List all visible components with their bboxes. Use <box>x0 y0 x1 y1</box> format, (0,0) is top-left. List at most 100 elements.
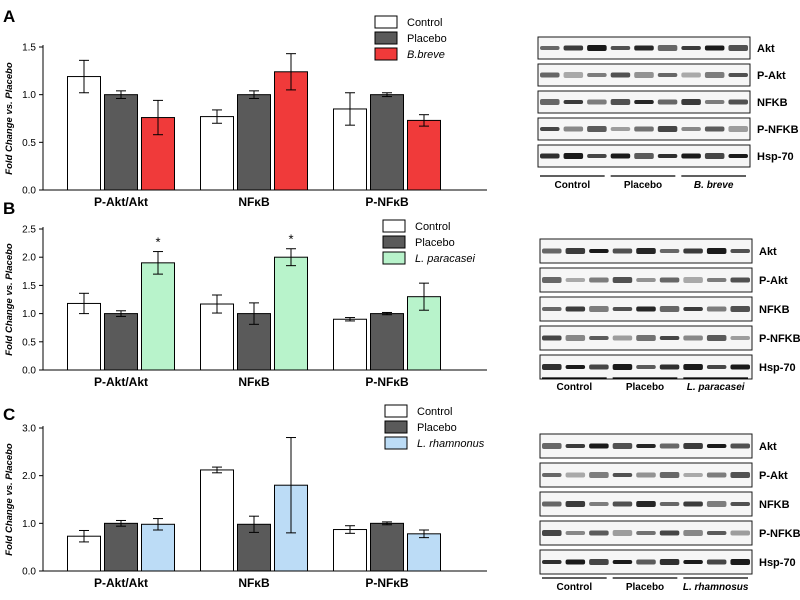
category-label: P-NFκB <box>365 375 409 389</box>
blot-group-label: L. paracasei <box>687 382 745 393</box>
blot-row-label: P-Akt <box>759 470 788 482</box>
blot-band <box>542 364 562 370</box>
blot-band <box>636 559 656 565</box>
blot-row-label: NFKB <box>757 97 788 109</box>
y-tick-label: 1.5 <box>22 43 36 54</box>
blot-band <box>706 365 727 369</box>
blot-group-label: Placebo <box>626 582 664 593</box>
blot-row-label: Akt <box>759 246 777 258</box>
blot-band <box>706 559 727 565</box>
blot-band <box>565 278 586 282</box>
blot-band <box>730 559 750 565</box>
blot-band <box>657 99 678 105</box>
blot-row-label: P-Akt <box>759 275 788 287</box>
blot-band <box>683 277 703 283</box>
blot-band <box>612 307 633 311</box>
blot-band <box>542 473 562 477</box>
blot-band <box>589 277 609 283</box>
bar-l-rhamnonus-0 <box>141 523 175 572</box>
blot-row-label: Akt <box>757 43 775 55</box>
blot-group-label: Control <box>557 382 593 393</box>
blot-band <box>589 364 609 370</box>
blot-band <box>706 335 727 341</box>
blot-band <box>730 336 750 340</box>
blot-band <box>706 278 727 282</box>
blot-band <box>636 444 656 448</box>
y-tick-label: 0.5 <box>22 138 36 149</box>
blot-strip <box>537 63 751 87</box>
blot-group-label: L. rhamnosus <box>683 582 749 593</box>
blot-band <box>683 473 703 477</box>
blot-band <box>634 45 654 51</box>
blot-band <box>681 99 701 105</box>
blot-band <box>565 306 586 312</box>
blot-band <box>563 100 584 104</box>
blot-band <box>540 72 560 78</box>
blot-band <box>542 443 562 449</box>
blot-row-label: NFKB <box>759 499 790 511</box>
blot-band <box>542 277 562 283</box>
blot-band <box>659 443 680 449</box>
legend-swatch <box>384 420 408 434</box>
bar-placebo-2 <box>370 522 404 572</box>
legend-swatch <box>384 436 408 450</box>
legend-label: Control <box>407 17 442 29</box>
bar-control-2 <box>333 318 367 371</box>
blot-band <box>542 335 562 341</box>
blot-band <box>610 153 631 159</box>
blot-group-label: Placebo <box>626 382 664 393</box>
y-tick-label: 2.0 <box>22 253 36 264</box>
blot-band <box>587 45 607 51</box>
blot-band <box>636 472 656 478</box>
blot-band <box>636 248 656 254</box>
panel-label: A <box>3 7 15 26</box>
y-tick-label: 2.0 <box>22 471 36 482</box>
blot-band <box>589 530 609 536</box>
blot-band <box>730 306 750 312</box>
y-axis-title: Fold Change vs. Placebo <box>4 243 15 356</box>
blot-band <box>683 364 703 370</box>
legend-label: L. paracasei <box>415 253 475 265</box>
legend-label: Control <box>415 221 450 233</box>
blot-band <box>565 472 586 478</box>
blot-row-label: Akt <box>759 441 777 453</box>
legend-label: Control <box>417 406 452 418</box>
blot-band <box>589 502 609 506</box>
bar-b-breve-2 <box>407 119 441 191</box>
blot-band <box>610 99 631 105</box>
legend-label: B.breve <box>407 49 445 61</box>
legend-swatch <box>382 219 406 233</box>
blot-band <box>659 530 680 536</box>
blot-row-label: P-NFKB <box>759 528 800 540</box>
blot-band <box>706 501 727 507</box>
legend-swatch <box>382 251 406 265</box>
blot-band <box>706 531 727 535</box>
blot-band <box>659 364 680 370</box>
blot-band <box>612 501 633 507</box>
blot-band <box>540 127 560 131</box>
blot-band <box>730 472 750 478</box>
category-label: NFκB <box>238 576 270 590</box>
panel-a: A Fold Change vs. Placebo 0.0 0.5 1.0 1.5 P-Ak… <box>3 7 799 209</box>
blot-band <box>657 154 678 158</box>
category-label: P-Akt/Akt <box>94 375 148 389</box>
blot-band <box>612 560 633 564</box>
legend-swatch <box>384 404 408 418</box>
blot-band <box>683 335 703 341</box>
blot-band <box>636 278 656 282</box>
bar-l-rhamnonus-2 <box>407 533 441 572</box>
blot-band <box>540 153 560 159</box>
blot-band <box>634 126 654 132</box>
blot-band <box>636 531 656 535</box>
category-label: P-NFκB <box>365 576 409 590</box>
blot-band <box>542 307 562 311</box>
bar-control-1 <box>200 116 234 191</box>
y-tick-label: 0.5 <box>22 337 36 348</box>
blot-band <box>612 364 633 370</box>
blot-row-label: P-NFKB <box>759 333 800 345</box>
blot-group-label: B. breve <box>694 180 734 191</box>
blot-band <box>681 72 701 78</box>
legend-label: Placebo <box>415 237 455 249</box>
blot-band <box>563 126 584 132</box>
blot-band <box>610 72 631 78</box>
